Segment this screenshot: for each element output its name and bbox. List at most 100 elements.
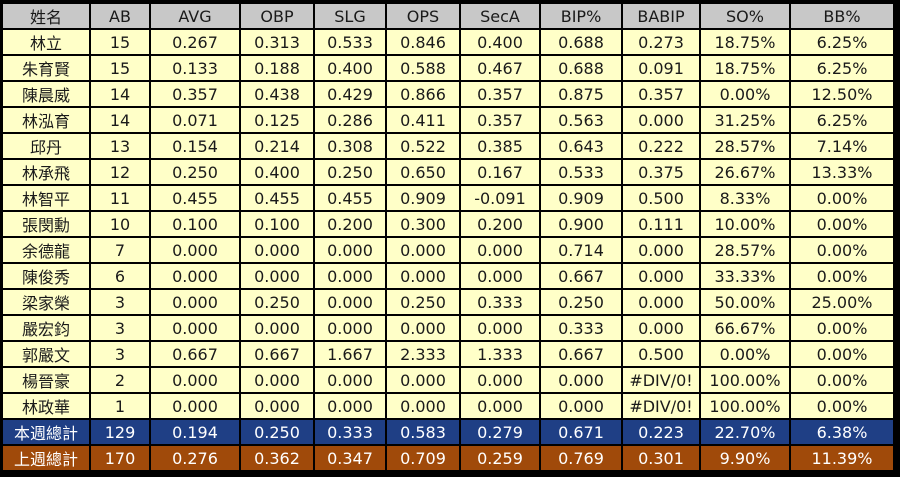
cell-so: 26.67% [701,160,789,184]
cell-seca: 0.000 [461,394,539,418]
cell-obp: 0.000 [241,368,313,392]
cell-bip: 0.000 [541,394,621,418]
last-week-ab: 170 [91,446,149,470]
cell-bip: 0.000 [541,368,621,392]
cell-seca: 0.200 [461,212,539,236]
cell-ops: 0.522 [387,134,459,158]
cell-obp: 0.125 [241,108,313,132]
cell-ops: 0.250 [387,290,459,314]
cell-bip: 0.714 [541,238,621,262]
table-row: 余德龍 7 0.000 0.000 0.000 0.000 0.000 0.714 0.000 2… [3,238,893,262]
cell-babip: 0.500 [623,186,699,210]
cell-bip: 0.667 [541,342,621,366]
header-avg: AVG [151,4,239,28]
last-week-obp: 0.362 [241,446,313,470]
cell-seca: 0.385 [461,134,539,158]
table-row: 林立 15 0.267 0.313 0.533 0.846 0.400 0.688 0.273 1… [3,30,893,54]
this-week-ab: 129 [91,420,149,444]
cell-name: 陳俊秀 [3,264,89,288]
cell-slg: 0.533 [315,30,385,54]
cell-slg: 0.000 [315,316,385,340]
cell-so: 18.75% [701,56,789,80]
cell-obp: 0.455 [241,186,313,210]
header-name: 姓名 [3,4,89,28]
cell-babip: 0.357 [623,82,699,106]
table-row: 陳晨威 14 0.357 0.438 0.429 0.866 0.357 0.875 0.357… [3,82,893,106]
cell-ab: 14 [91,82,149,106]
table-row: 邱丹 13 0.154 0.214 0.308 0.522 0.385 0.643 0.222 2… [3,134,893,158]
cell-bip: 0.688 [541,56,621,80]
cell-bb: 6.25% [791,56,893,80]
cell-avg: 0.000 [151,394,239,418]
cell-ab: 15 [91,30,149,54]
last-week-seca: 0.259 [461,446,539,470]
cell-seca: 0.333 [461,290,539,314]
cell-bip: 0.900 [541,212,621,236]
cell-bb: 6.25% [791,30,893,54]
this-week-obp: 0.250 [241,420,313,444]
header-ops: OPS [387,4,459,28]
this-week-total-row: 本週總計 129 0.194 0.250 0.333 0.583 0.279 0… [3,420,893,444]
cell-ab: 6 [91,264,149,288]
this-week-avg: 0.194 [151,420,239,444]
cell-slg: 0.455 [315,186,385,210]
cell-babip: 0.091 [623,56,699,80]
header-bip: BIP% [541,4,621,28]
cell-ops: 0.411 [387,108,459,132]
cell-avg: 0.000 [151,316,239,340]
table-row: 朱育賢 15 0.133 0.188 0.400 0.588 0.467 0.688 0.091… [3,56,893,80]
cell-name: 林泓育 [3,108,89,132]
cell-bip: 0.333 [541,316,621,340]
cell-avg: 0.455 [151,186,239,210]
cell-slg: 0.000 [315,368,385,392]
cell-obp: 0.438 [241,82,313,106]
cell-bip: 0.909 [541,186,621,210]
cell-bb: 0.00% [791,368,893,392]
cell-slg: 0.200 [315,212,385,236]
last-week-so: 9.90% [701,446,789,470]
cell-slg: 0.286 [315,108,385,132]
cell-ops: 0.866 [387,82,459,106]
cell-ops: 0.650 [387,160,459,184]
cell-obp: 0.188 [241,56,313,80]
cell-seca: 0.357 [461,108,539,132]
cell-obp: 0.313 [241,30,313,54]
cell-so: 8.33% [701,186,789,210]
last-week-avg: 0.276 [151,446,239,470]
cell-babip: 0.000 [623,316,699,340]
cell-avg: 0.250 [151,160,239,184]
cell-name: 林政華 [3,394,89,418]
cell-ab: 12 [91,160,149,184]
table-row: 張閔勳 10 0.100 0.100 0.200 0.300 0.200 0.900 0.111… [3,212,893,236]
last-week-total-row: 上週總計 170 0.276 0.362 0.347 0.709 0.259 0… [3,446,893,470]
this-week-label: 本週總計 [3,420,89,444]
cell-so: 18.75% [701,30,789,54]
table-row: 梁家榮 3 0.000 0.250 0.000 0.250 0.333 0.250 0.000 5… [3,290,893,314]
cell-slg: 0.400 [315,56,385,80]
cell-obp: 0.214 [241,134,313,158]
cell-name: 邱丹 [3,134,89,158]
header-ab: AB [91,4,149,28]
cell-name: 梁家榮 [3,290,89,314]
cell-obp: 0.667 [241,342,313,366]
this-week-bip: 0.671 [541,420,621,444]
cell-name: 余德龍 [3,238,89,262]
cell-name: 楊晉豪 [3,368,89,392]
cell-babip: 0.375 [623,160,699,184]
cell-bip: 0.250 [541,290,621,314]
this-week-so: 22.70% [701,420,789,444]
cell-seca: 0.000 [461,238,539,262]
cell-slg: 0.000 [315,290,385,314]
cell-name: 嚴宏鈞 [3,316,89,340]
this-week-seca: 0.279 [461,420,539,444]
cell-seca: 0.000 [461,368,539,392]
cell-bb: 0.00% [791,186,893,210]
cell-ab: 3 [91,316,149,340]
cell-bb: 13.33% [791,160,893,184]
last-week-label: 上週總計 [3,446,89,470]
cell-avg: 0.667 [151,342,239,366]
last-week-bip: 0.769 [541,446,621,470]
cell-avg: 0.154 [151,134,239,158]
cell-slg: 0.429 [315,82,385,106]
